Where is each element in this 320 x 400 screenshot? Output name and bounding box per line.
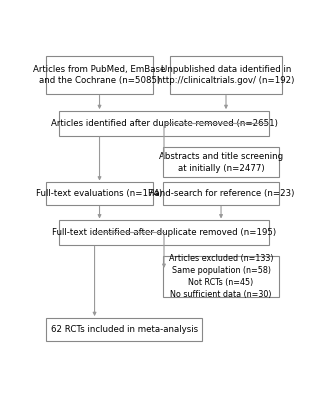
FancyBboxPatch shape <box>170 56 282 94</box>
FancyBboxPatch shape <box>59 110 269 136</box>
FancyBboxPatch shape <box>46 318 203 341</box>
Text: Articles identified after duplicate removed (n=2651): Articles identified after duplicate remo… <box>51 119 277 128</box>
Text: Hand-search for reference (n=23): Hand-search for reference (n=23) <box>148 189 294 198</box>
Text: Unpublished data identified in
http://clinicaltrials.gov/ (n=192): Unpublished data identified in http://cl… <box>157 64 295 85</box>
Text: Full-text evaluations (n=174): Full-text evaluations (n=174) <box>36 189 163 198</box>
Text: 62 RCTs included in meta-analysis: 62 RCTs included in meta-analysis <box>51 324 198 334</box>
FancyBboxPatch shape <box>59 220 269 245</box>
FancyBboxPatch shape <box>46 182 153 205</box>
Text: Abstracts and title screening
at initially (n=2477): Abstracts and title screening at initial… <box>159 152 283 173</box>
Text: Articles excluded (n=133)
Same population (n=58)
Not RCTs (n=45)
No sufficient d: Articles excluded (n=133) Same populatio… <box>169 254 273 299</box>
FancyBboxPatch shape <box>46 56 153 94</box>
FancyBboxPatch shape <box>163 147 279 177</box>
Text: Full-text identified after duplicate removed (n=195): Full-text identified after duplicate rem… <box>52 228 276 237</box>
Text: Articles from PubMed, EmBase
and the Cochrane (n=5085): Articles from PubMed, EmBase and the Coc… <box>33 64 166 85</box>
FancyBboxPatch shape <box>163 256 279 298</box>
FancyBboxPatch shape <box>163 182 279 205</box>
